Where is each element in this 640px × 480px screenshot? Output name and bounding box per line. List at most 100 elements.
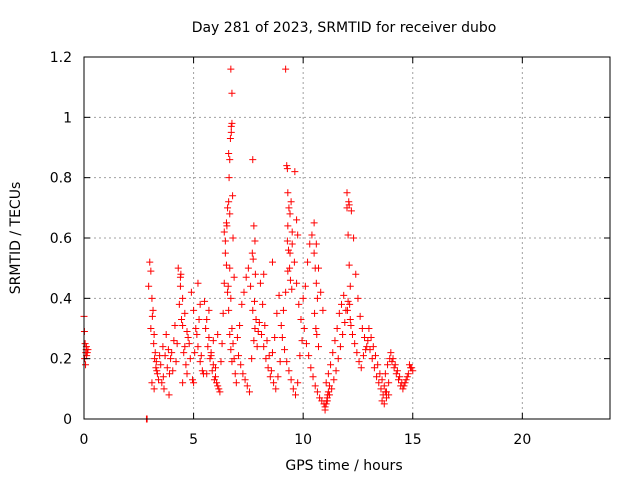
data-point — [291, 168, 299, 176]
data-point — [194, 279, 202, 287]
data-point — [283, 162, 291, 170]
data-point — [185, 340, 193, 348]
data-point — [278, 334, 286, 342]
data-point — [321, 406, 329, 414]
data-point — [228, 119, 236, 127]
data-point — [302, 340, 310, 348]
data-point — [150, 385, 158, 393]
data-point — [171, 321, 179, 329]
data-point — [218, 340, 226, 348]
data-point — [308, 231, 316, 239]
data-point — [204, 343, 212, 351]
data-point — [364, 337, 372, 345]
data-point — [322, 400, 330, 408]
data-point — [212, 364, 219, 372]
data-point — [176, 282, 184, 290]
data-point — [214, 382, 222, 390]
data-point — [145, 282, 153, 290]
data-point — [381, 388, 389, 396]
data-point — [228, 325, 236, 332]
data-point — [285, 367, 293, 375]
data-point — [264, 364, 272, 372]
data-point — [178, 315, 186, 323]
data-point — [270, 379, 278, 387]
data-point — [247, 282, 255, 290]
data-point — [249, 255, 257, 263]
data-point — [286, 210, 294, 218]
x-tick-label: 20 — [513, 432, 531, 448]
data-point — [346, 282, 354, 290]
data-point — [343, 204, 351, 212]
data-point — [226, 156, 234, 164]
data-point — [197, 352, 205, 360]
data-point — [203, 370, 211, 378]
data-point — [174, 264, 182, 272]
data-point — [324, 391, 332, 399]
data-point — [149, 306, 157, 314]
data-point — [223, 222, 231, 230]
data-point — [310, 249, 318, 257]
data-point — [148, 294, 156, 302]
data-point — [392, 370, 400, 378]
data-point — [339, 331, 347, 339]
data-point — [213, 379, 221, 387]
data-point — [293, 216, 301, 224]
data-point — [226, 331, 234, 339]
data-point — [192, 325, 200, 332]
data-point — [283, 237, 291, 245]
data-point — [276, 358, 284, 366]
data-point — [347, 207, 355, 215]
data-point — [227, 65, 235, 73]
data-point — [272, 385, 280, 393]
data-point — [404, 370, 412, 378]
y-tick-label: 0 — [63, 412, 72, 428]
data-point — [179, 294, 187, 302]
data-point — [259, 300, 267, 308]
data-point — [169, 367, 177, 375]
data-point — [183, 370, 191, 378]
data-point — [399, 385, 407, 393]
data-point — [338, 300, 346, 308]
data-point — [380, 382, 388, 390]
data-point — [235, 352, 243, 360]
data-point — [377, 385, 385, 393]
data-point — [312, 325, 320, 332]
data-point — [396, 373, 404, 381]
data-point — [251, 270, 259, 278]
data-point — [177, 270, 185, 278]
data-point — [227, 128, 235, 136]
data-point — [225, 150, 233, 158]
data-point — [336, 343, 344, 351]
data-point — [282, 65, 290, 73]
data-point — [290, 258, 298, 266]
data-point — [195, 315, 203, 323]
data-point — [288, 240, 296, 248]
data-point — [227, 122, 235, 130]
data-point — [180, 349, 188, 357]
data-point — [313, 331, 321, 339]
data-point — [215, 385, 223, 393]
data-point — [224, 282, 232, 290]
data-point — [277, 321, 285, 329]
data-point — [152, 364, 160, 372]
data-point — [208, 367, 216, 375]
data-point — [250, 337, 258, 345]
data-point — [353, 349, 361, 357]
data-point — [268, 349, 276, 357]
data-point — [312, 279, 320, 287]
data-point — [165, 391, 173, 399]
data-point — [371, 352, 379, 360]
data-point — [402, 376, 410, 384]
data-point — [286, 264, 294, 272]
data-point — [252, 315, 260, 323]
data-point — [365, 325, 373, 332]
data-point — [236, 321, 244, 329]
data-point — [357, 364, 365, 372]
data-point — [151, 349, 159, 357]
data-point — [216, 388, 224, 396]
data-point — [229, 340, 237, 348]
data-point — [361, 334, 369, 342]
data-point — [84, 346, 92, 354]
data-point — [226, 134, 234, 142]
data-point — [300, 325, 308, 332]
